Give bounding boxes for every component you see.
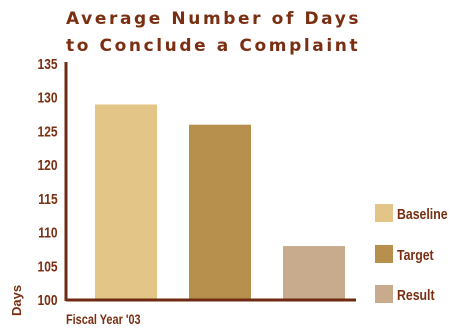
legend-swatch-baseline	[375, 204, 393, 222]
x-axis-category-label: Fiscal Year '03	[66, 312, 141, 328]
bar-result	[283, 246, 345, 300]
y-tick-label: 115	[38, 191, 58, 208]
bar-baseline	[95, 104, 157, 300]
y-tick-label: 130	[37, 89, 57, 106]
legend-label-result: Result	[397, 287, 435, 303]
chart-title-line-1: Average Number of Days	[66, 9, 361, 29]
y-tick-label: 105	[38, 258, 58, 275]
legend-swatch-target	[375, 245, 393, 263]
y-tick-label: 120	[37, 157, 57, 174]
y-tick-label: 100	[37, 292, 57, 309]
y-tick-label: 110	[38, 224, 57, 241]
bars	[95, 104, 345, 300]
legend: Baseline Target Result	[375, 204, 448, 303]
chart-title-line-2: to Conclude a Complaint	[66, 36, 360, 56]
bar-target	[189, 124, 251, 300]
y-tick-label: 125	[38, 123, 58, 140]
legend-label-target: Target	[397, 247, 434, 263]
legend-label-baseline: Baseline	[397, 206, 448, 222]
y-tick-label: 135	[38, 56, 58, 73]
y-axis-ticks: 100 105 110 115 120 125 130 135	[37, 56, 58, 309]
y-axis-label: Days	[9, 285, 24, 316]
legend-swatch-result	[375, 285, 393, 303]
